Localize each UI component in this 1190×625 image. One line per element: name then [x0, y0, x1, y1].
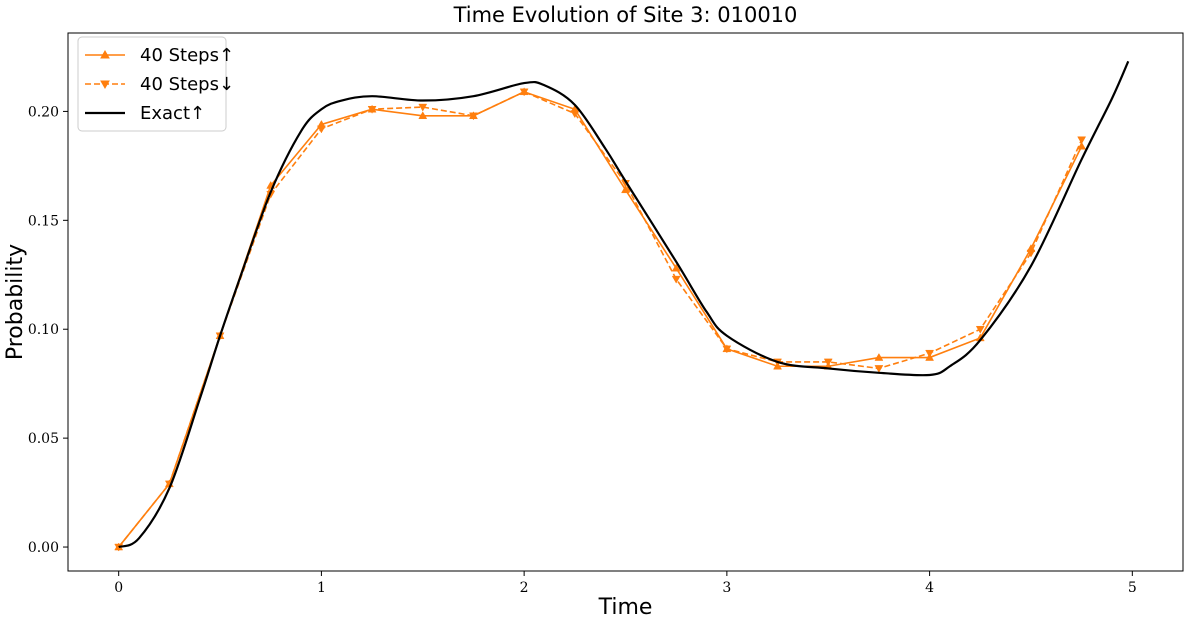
legend: 40 Steps↑ 40 Steps↓ Exact↑ — [77, 36, 234, 132]
legend-marker — [100, 80, 110, 90]
chart-title: Time Evolution of Site 3: 010010 — [453, 3, 798, 27]
legend-item: 40 Steps↑ — [85, 45, 234, 66]
y-tick-label: 0.05 — [28, 431, 59, 447]
series-2 — [118, 60, 1130, 549]
series-line-exact — [118, 60, 1130, 549]
series-line-1 — [118, 90, 1083, 548]
y-tick-label: 0.10 — [28, 322, 59, 338]
y-tick-label: 0.15 — [28, 213, 59, 229]
data-point — [570, 110, 580, 119]
data-point — [671, 263, 681, 272]
data-point — [671, 275, 681, 284]
plot-frame — [67, 32, 1184, 572]
series-line-0 — [118, 90, 1083, 548]
data-point — [418, 103, 428, 112]
series-0 — [114, 87, 1087, 551]
x-tick-label: 3 — [722, 580, 731, 596]
data-point — [1026, 249, 1036, 258]
data-point — [874, 353, 884, 361]
legend-box — [77, 36, 227, 132]
series-layer — [114, 60, 1130, 552]
y-tick-label: 0.20 — [28, 104, 59, 120]
legend-label: 40 Steps↑ — [140, 45, 234, 66]
legend-item: Exact↑ — [85, 103, 205, 124]
legend-item: 40 Steps↓ — [85, 74, 234, 95]
data-point — [316, 125, 326, 134]
series-1 — [114, 88, 1087, 552]
x-tick-label: 0 — [114, 580, 123, 596]
axis-ticks: 0 1 2 3 4 5 0.00 0.05 0.10 0.15 0.20 — [28, 104, 1137, 596]
x-tick-label: 5 — [1128, 580, 1137, 596]
legend-label: Exact↑ — [140, 103, 205, 124]
data-point — [1077, 141, 1087, 150]
y-tick-label: 0.00 — [28, 540, 59, 556]
data-point — [1077, 136, 1087, 145]
data-point — [367, 105, 377, 114]
data-point — [975, 325, 985, 334]
data-point — [469, 112, 478, 121]
x-axis-label: Time — [598, 595, 653, 620]
data-point — [925, 349, 935, 358]
x-tick-label: 4 — [925, 580, 934, 596]
data-point — [823, 358, 833, 367]
y-axis-label: Probability — [3, 244, 28, 360]
data-point — [874, 365, 884, 373]
data-point — [621, 185, 630, 194]
x-tick-label: 1 — [317, 580, 326, 596]
legend-marker — [100, 49, 110, 59]
data-point — [519, 88, 529, 97]
legend-label: 40 Steps↓ — [140, 74, 234, 95]
data-point — [722, 345, 732, 354]
x-tick-label: 2 — [520, 580, 529, 596]
data-point — [418, 111, 428, 120]
